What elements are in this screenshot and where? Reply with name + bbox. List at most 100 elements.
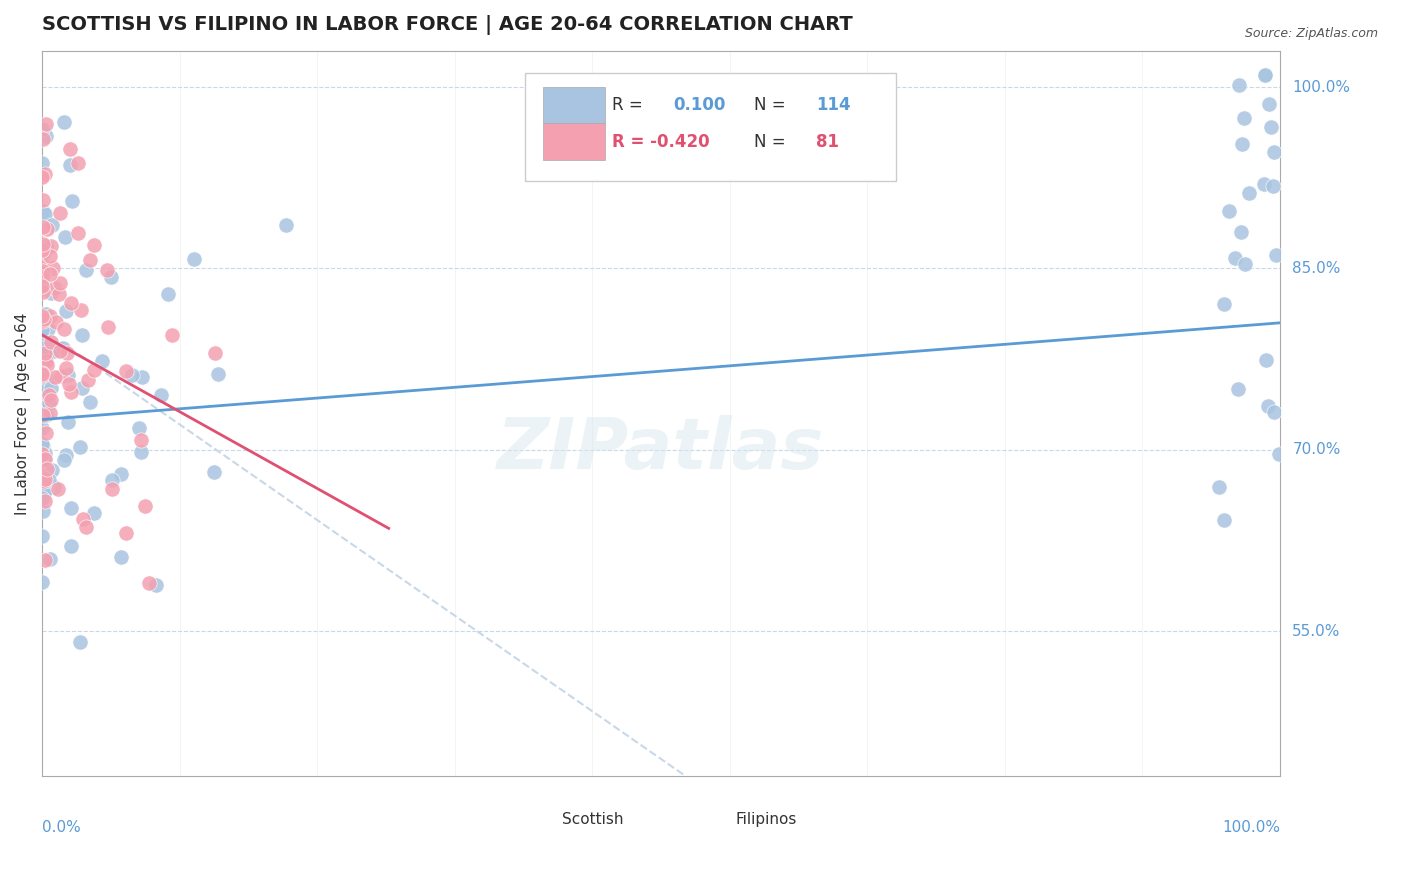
Filipinos (32, 311, 55, 326)
Scottish (32, 439, 55, 453)
Scottish (59, 500, 82, 515)
Scottish (1230, 225, 1253, 239)
Scottish (31, 401, 53, 416)
Scottish (34, 206, 56, 220)
Scottish (55, 304, 77, 318)
Filipinos (55, 361, 77, 376)
Filipinos (32, 313, 55, 327)
Scottish (145, 578, 167, 592)
Scottish (1226, 382, 1249, 396)
Scottish (58, 368, 80, 382)
Scottish (101, 473, 124, 487)
Text: 100.0%: 100.0% (1292, 79, 1350, 95)
Scottish (79, 395, 101, 409)
Filipinos (31, 169, 53, 184)
Filipinos (35, 358, 58, 372)
Scottish (31, 352, 53, 367)
Filipinos (31, 270, 53, 285)
Scottish (1263, 179, 1285, 194)
Y-axis label: In Labor Force | Age 20-64: In Labor Force | Age 20-64 (15, 312, 31, 515)
Filipinos (39, 267, 62, 281)
FancyBboxPatch shape (509, 806, 554, 833)
Scottish (31, 364, 53, 378)
Scottish (31, 354, 53, 368)
Filipinos (32, 264, 55, 278)
Scottish (1254, 68, 1277, 82)
Scottish (55, 448, 77, 462)
Scottish (1254, 353, 1277, 368)
Scottish (32, 370, 55, 384)
Filipinos (138, 575, 160, 590)
Scottish (131, 369, 153, 384)
Filipinos (42, 260, 65, 275)
Filipinos (32, 285, 55, 300)
Scottish (41, 381, 63, 395)
Scottish (31, 398, 53, 412)
Scottish (128, 421, 150, 435)
Scottish (32, 278, 55, 293)
Scottish (1213, 297, 1236, 311)
Scottish (1208, 480, 1230, 494)
Filipinos (31, 279, 53, 293)
Text: 55.0%: 55.0% (1292, 624, 1341, 639)
Scottish (72, 328, 94, 343)
Scottish (83, 506, 105, 520)
Scottish (1232, 111, 1254, 125)
Scottish (31, 395, 53, 409)
Filipinos (39, 239, 62, 253)
Scottish (1264, 248, 1286, 262)
Scottish (183, 252, 205, 266)
Filipinos (31, 243, 53, 257)
Scottish (110, 549, 132, 564)
Text: 0.100: 0.100 (673, 96, 725, 114)
Filipinos (32, 368, 55, 383)
Scottish (34, 334, 56, 348)
Filipinos (35, 354, 58, 368)
Scottish (110, 467, 132, 482)
Scottish (1218, 204, 1240, 219)
Scottish (41, 218, 63, 232)
Filipinos (114, 525, 136, 540)
Scottish (31, 421, 53, 435)
Filipinos (45, 315, 67, 329)
Scottish (129, 445, 152, 459)
Scottish (53, 115, 76, 129)
Scottish (276, 219, 298, 233)
Filipinos (59, 384, 82, 399)
Scottish (59, 158, 82, 172)
Text: ZIPatlas: ZIPatlas (498, 416, 825, 484)
Filipinos (134, 499, 156, 513)
Text: Source: ZipAtlas.com: Source: ZipAtlas.com (1244, 27, 1378, 40)
Filipinos (32, 245, 55, 260)
Text: N =: N = (754, 96, 786, 114)
Filipinos (204, 346, 226, 360)
Scottish (34, 475, 56, 490)
Filipinos (38, 387, 60, 401)
Scottish (1230, 137, 1253, 152)
Scottish (52, 452, 75, 467)
Scottish (38, 395, 60, 409)
Scottish (34, 307, 56, 321)
Scottish (1227, 78, 1250, 92)
Scottish (31, 469, 53, 483)
Scottish (202, 465, 225, 479)
Scottish (31, 439, 53, 453)
Filipinos (34, 451, 56, 466)
Scottish (91, 354, 114, 368)
Filipinos (31, 309, 53, 323)
Filipinos (39, 406, 62, 420)
Filipinos (32, 471, 55, 485)
Text: 70.0%: 70.0% (1292, 442, 1341, 458)
Scottish (1253, 177, 1275, 191)
Text: 85.0%: 85.0% (1292, 261, 1341, 276)
Scottish (31, 122, 53, 136)
Scottish (1268, 447, 1291, 461)
Scottish (149, 388, 172, 402)
Filipinos (69, 302, 91, 317)
Scottish (34, 343, 56, 357)
Scottish (70, 381, 93, 395)
Scottish (34, 445, 56, 459)
Filipinos (34, 493, 56, 508)
Filipinos (101, 482, 124, 496)
Scottish (31, 310, 53, 325)
